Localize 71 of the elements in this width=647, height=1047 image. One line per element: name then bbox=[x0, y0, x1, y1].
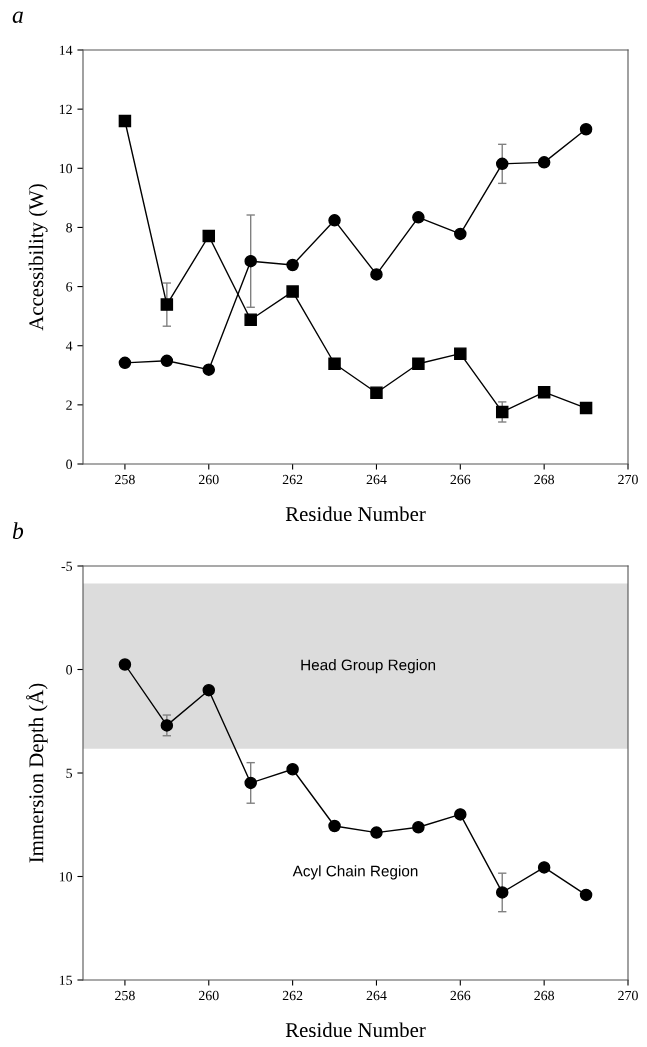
point bbox=[202, 229, 216, 243]
x-tick-label: 264 bbox=[366, 474, 387, 485]
y-tick-label: -5 bbox=[61, 561, 73, 571]
y-axis-title: Accessibility (W) bbox=[28, 184, 48, 331]
x-axis-title: Residue Number bbox=[285, 1022, 426, 1038]
x-tick-label: 266 bbox=[450, 474, 471, 485]
point bbox=[454, 227, 467, 241]
point bbox=[160, 298, 174, 311]
y-tick-label: 12 bbox=[59, 104, 72, 114]
y-tick-label: 10 bbox=[59, 872, 73, 882]
x-tick-label: 264 bbox=[366, 990, 387, 1001]
point bbox=[454, 808, 467, 821]
y-tick-label: 0 bbox=[66, 459, 73, 469]
point bbox=[537, 385, 551, 399]
point bbox=[454, 347, 467, 360]
point bbox=[286, 763, 299, 776]
point bbox=[495, 405, 509, 419]
point bbox=[286, 285, 299, 298]
point bbox=[537, 156, 551, 169]
x-tick-label: 258 bbox=[115, 474, 135, 485]
x-tick-label: 270 bbox=[618, 990, 638, 1001]
point bbox=[328, 214, 341, 227]
point bbox=[160, 719, 174, 732]
point bbox=[244, 776, 257, 790]
x-tick-label: 268 bbox=[534, 474, 555, 485]
x-tick-label: 260 bbox=[198, 990, 219, 1001]
x-axis-title: Residue Number bbox=[285, 506, 426, 522]
point bbox=[412, 357, 425, 371]
y-tick-label: 15 bbox=[59, 975, 73, 985]
point bbox=[244, 254, 257, 268]
point bbox=[579, 401, 593, 415]
annotation: Acyl Chain Region bbox=[292, 865, 418, 880]
x-tick-label: 266 bbox=[450, 990, 471, 1001]
x-tick-label: 270 bbox=[618, 474, 638, 485]
point bbox=[579, 888, 593, 902]
x-tick-label: 262 bbox=[282, 474, 303, 485]
point bbox=[328, 819, 341, 833]
band-label: Head Group Region bbox=[301, 659, 436, 674]
x-tick-label: 262 bbox=[282, 990, 303, 1001]
point bbox=[202, 683, 216, 697]
y-tick-label: 4 bbox=[65, 341, 73, 351]
y-tick-label: 8 bbox=[66, 223, 73, 233]
x-tick-label: 260 bbox=[198, 474, 219, 485]
point bbox=[370, 826, 383, 839]
point bbox=[495, 157, 509, 171]
y-tick-label: 10 bbox=[59, 163, 73, 174]
point bbox=[160, 354, 174, 368]
chart-title: a bbox=[12, 11, 23, 23]
chart-title: b bbox=[12, 522, 24, 539]
point bbox=[537, 861, 551, 874]
x-tick-label: 268 bbox=[534, 990, 555, 1001]
point bbox=[370, 386, 383, 399]
y-tick-label: 5 bbox=[66, 768, 73, 778]
point bbox=[118, 356, 132, 370]
point bbox=[118, 658, 132, 671]
point bbox=[286, 258, 299, 272]
point bbox=[244, 313, 257, 326]
y-tick-label: 6 bbox=[66, 282, 73, 292]
y-axis-title: Immersion Depth (Å) bbox=[25, 683, 48, 863]
point bbox=[495, 886, 509, 899]
point bbox=[370, 268, 383, 281]
point bbox=[579, 123, 593, 136]
point bbox=[118, 114, 132, 128]
point bbox=[328, 357, 341, 371]
x-tick-label: 258 bbox=[115, 990, 135, 1001]
point bbox=[412, 820, 425, 834]
y-tick-label: 0 bbox=[66, 665, 73, 675]
y-tick-label: 14 bbox=[59, 45, 73, 55]
point bbox=[202, 363, 216, 376]
point bbox=[412, 211, 425, 224]
y-tick-label: 2 bbox=[66, 400, 72, 410]
